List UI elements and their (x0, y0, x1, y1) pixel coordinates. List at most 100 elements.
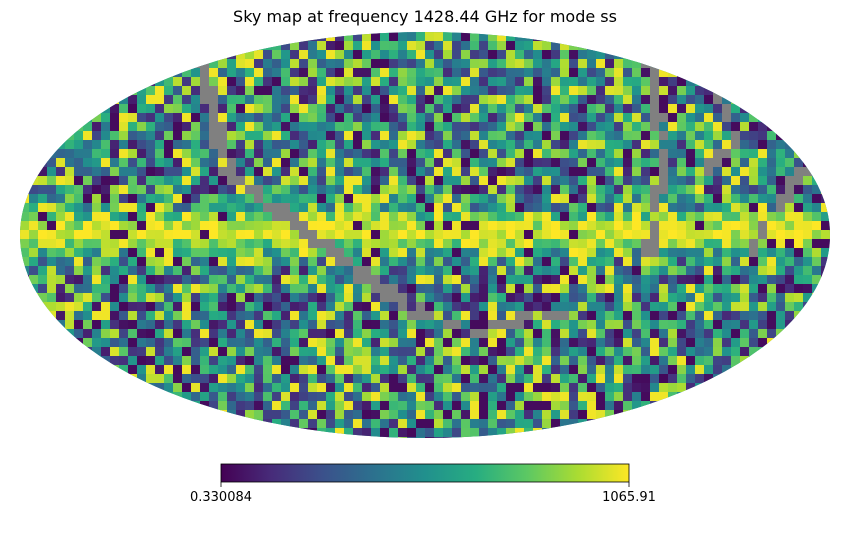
sky-pixel (614, 257, 624, 267)
sky-pixel (29, 203, 39, 213)
sky-pixel (578, 95, 588, 105)
sky-pixel (533, 284, 543, 294)
sky-pixel (299, 401, 309, 411)
sky-pixel (218, 221, 228, 231)
sky-pixel (146, 248, 156, 258)
sky-pixel (353, 203, 363, 213)
sky-pixel (263, 410, 273, 420)
sky-pixel (155, 86, 165, 96)
sky-pixel (524, 41, 534, 51)
sky-pixel (659, 266, 669, 276)
sky-pixel (605, 59, 615, 69)
sky-pixel (371, 239, 381, 249)
sky-pixel (371, 293, 381, 303)
sky-pixel (641, 284, 651, 294)
sky-pixel (236, 68, 246, 78)
sky-pixel (65, 185, 75, 195)
sky-pixel (272, 338, 282, 348)
sky-pixel (794, 176, 804, 186)
sky-pixel (263, 329, 273, 339)
sky-pixel (119, 140, 129, 150)
sky-pixel (641, 212, 651, 222)
sky-pixel (209, 365, 219, 375)
sky-pixel (29, 239, 39, 249)
sky-pixel (506, 374, 516, 384)
sky-pixel (632, 356, 642, 366)
sky-pixel (74, 311, 84, 321)
sky-pixel (164, 284, 174, 294)
sky-pixel (110, 239, 120, 249)
sky-pixel (398, 230, 408, 240)
sky-pixel (578, 284, 588, 294)
sky-pixel (668, 383, 678, 393)
sky-pixel (596, 248, 606, 258)
sky-pixel (434, 104, 444, 114)
sky-pixel (749, 266, 759, 276)
sky-pixel (299, 392, 309, 402)
sky-pixel (344, 113, 354, 123)
sky-pixel (560, 311, 570, 321)
sky-pixel (299, 32, 309, 42)
sky-pixel (479, 293, 489, 303)
sky-pixel (317, 50, 327, 60)
sky-pixel (470, 437, 480, 438)
sky-pixel (371, 347, 381, 357)
sky-pixel (623, 239, 633, 249)
sky-pixel (38, 311, 48, 321)
sky-pixel (452, 329, 462, 339)
sky-pixel (317, 230, 327, 240)
sky-pixel (83, 239, 93, 249)
sky-pixel (641, 104, 651, 114)
sky-pixel (209, 131, 219, 141)
sky-pixel (704, 284, 714, 294)
sky-pixel (389, 428, 399, 438)
sky-pixel (335, 365, 345, 375)
sky-pixel (164, 194, 174, 204)
sky-pixel (362, 419, 372, 429)
sky-pixel (128, 158, 138, 168)
sky-pixel (380, 95, 390, 105)
sky-pixel (632, 311, 642, 321)
sky-pixel (371, 113, 381, 123)
sky-pixel (560, 239, 570, 249)
sky-pixel (92, 176, 102, 186)
sky-pixel (596, 95, 606, 105)
sky-pixel (308, 266, 318, 276)
sky-pixel (335, 59, 345, 69)
sky-pixel (686, 248, 696, 258)
sky-pixel (542, 32, 552, 42)
sky-pixel (641, 167, 651, 177)
sky-pixel (299, 185, 309, 195)
sky-pixel (488, 185, 498, 195)
sky-pixel (92, 149, 102, 159)
sky-pixel (605, 50, 615, 60)
sky-pixel (353, 293, 363, 303)
sky-pixel (254, 212, 264, 222)
sky-pixel (605, 131, 615, 141)
sky-pixel (506, 347, 516, 357)
sky-pixel (101, 230, 111, 240)
sky-pixel (398, 437, 408, 438)
sky-pixel (452, 230, 462, 240)
sky-pixel (587, 356, 597, 366)
sky-pixel (614, 167, 624, 177)
sky-pixel (587, 158, 597, 168)
sky-pixel (587, 410, 597, 420)
sky-pixel (101, 302, 111, 312)
sky-pixel (137, 113, 147, 123)
sky-pixel (515, 401, 525, 411)
sky-pixel (551, 302, 561, 312)
sky-pixel (137, 374, 147, 384)
sky-pixel (353, 257, 363, 267)
sky-pixel (731, 203, 741, 213)
sky-pixel (263, 59, 273, 69)
sky-pixel (200, 320, 210, 330)
sky-pixel (677, 266, 687, 276)
sky-pixel (272, 401, 282, 411)
sky-pixel (272, 221, 282, 231)
sky-pixel (452, 167, 462, 177)
sky-pixel (218, 86, 228, 96)
sky-pixel (407, 104, 417, 114)
sky-pixel (668, 203, 678, 213)
sky-pixel (254, 338, 264, 348)
